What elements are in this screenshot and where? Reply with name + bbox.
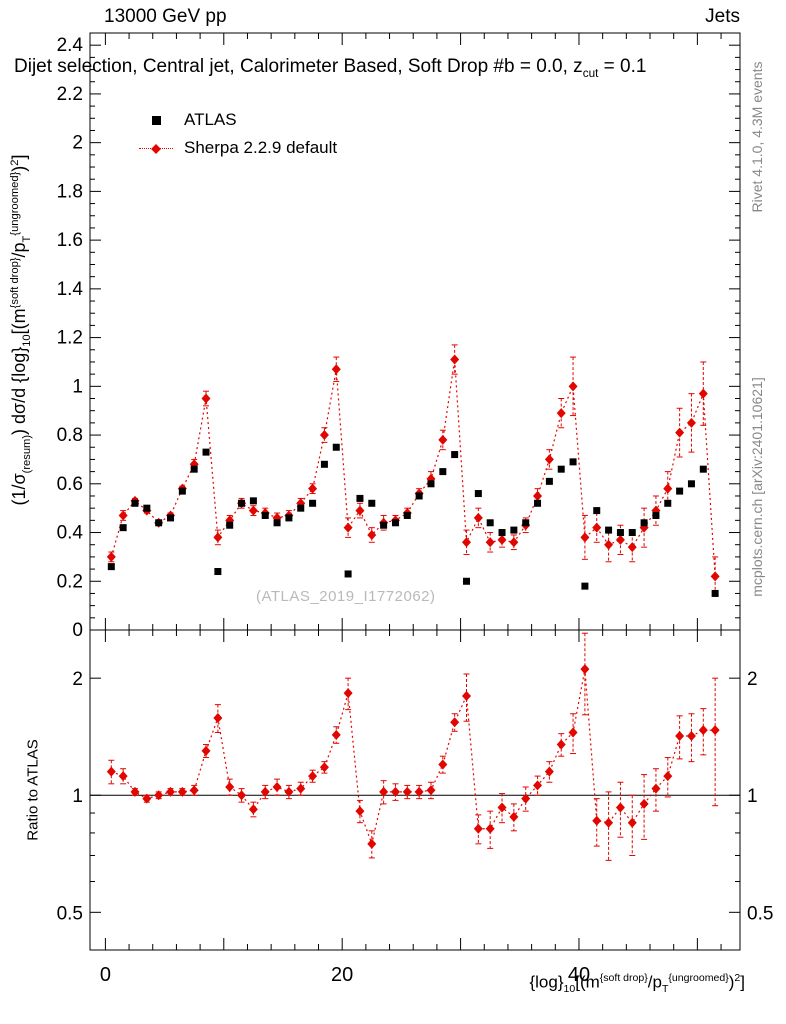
svg-text:1: 1 xyxy=(747,786,758,807)
svg-text:2.2: 2.2 xyxy=(57,84,83,105)
svg-text:0.8: 0.8 xyxy=(57,425,83,446)
svg-text:1: 1 xyxy=(72,376,83,397)
sherpa-series-main xyxy=(106,344,720,597)
sherpa-ratio-series xyxy=(106,632,720,861)
plot-title-tail: = 0.1 xyxy=(598,56,647,77)
plot-title-subscript: cut xyxy=(582,66,599,80)
svg-text:0.2: 0.2 xyxy=(57,571,83,592)
svg-text:2: 2 xyxy=(72,133,83,154)
svg-text:40: 40 xyxy=(568,964,590,986)
rivet-version-note: Rivet 4.1.0, 4.3M events xyxy=(749,61,765,213)
svg-text:1: 1 xyxy=(72,786,83,807)
svg-text:0: 0 xyxy=(72,620,83,641)
svg-text:0.4: 0.4 xyxy=(57,523,84,544)
mcplots-arxiv-note: mcplots.cern.ch [arXiv:2401.10621] xyxy=(749,377,765,597)
panel-frames xyxy=(89,32,741,951)
tick-labels: 0 0.2 0.4 0.6 0.8 1 1.2 1.4 1.6 1.8 2 2.2 2.4 0 20 40 0.… xyxy=(57,35,774,986)
svg-text:2: 2 xyxy=(747,669,758,690)
svg-text:1.6: 1.6 xyxy=(57,230,83,251)
y-axis-label-main: (1/σ(resum)) dσ/d {log}10[(m{soft drop}/… xyxy=(9,154,33,506)
svg-text:0: 0 xyxy=(100,964,111,986)
red-diamond-line-marker-icon xyxy=(138,143,174,154)
plot-title: Dijet selection, Central jet, Calorimete… xyxy=(14,56,646,80)
svg-text:0.5: 0.5 xyxy=(747,903,773,924)
plot-title-text: Dijet selection, Central jet, Calorimete… xyxy=(14,56,583,77)
y-axis-label-ratio: Ratio to ATLAS xyxy=(24,739,42,841)
svg-text:0.6: 0.6 xyxy=(57,474,83,495)
analysis-group-label: Jets xyxy=(705,6,740,27)
legend-label-sherpa: Sherpa 2.2.9 default xyxy=(184,138,338,157)
svg-text:1.2: 1.2 xyxy=(57,328,83,349)
svg-text:20: 20 xyxy=(331,964,353,986)
x-axis-label: {log}10[(m{soft drop}/pT{ungroomed})2] xyxy=(529,972,745,996)
svg-text:2.4: 2.4 xyxy=(57,35,84,56)
beam-energy-label: 13000 GeV pp xyxy=(104,6,227,27)
legend-item-atlas: ATLAS xyxy=(138,106,337,134)
legend-item-sherpa: Sherpa 2.2.9 default xyxy=(138,134,337,162)
atlas-series-main xyxy=(107,443,719,597)
legend-label-atlas: ATLAS xyxy=(184,110,237,129)
svg-text:1.8: 1.8 xyxy=(57,181,83,202)
axis-ticks xyxy=(90,33,740,951)
legend: ATLAS Sherpa 2.2.9 default xyxy=(138,106,337,162)
svg-text:0.5: 0.5 xyxy=(57,903,83,924)
svg-text:1.4: 1.4 xyxy=(57,279,84,300)
svg-text:2: 2 xyxy=(72,669,83,690)
watermark-analysis-id: (ATLAS_2019_I1772062) xyxy=(256,588,436,605)
black-square-marker-icon xyxy=(138,115,174,125)
